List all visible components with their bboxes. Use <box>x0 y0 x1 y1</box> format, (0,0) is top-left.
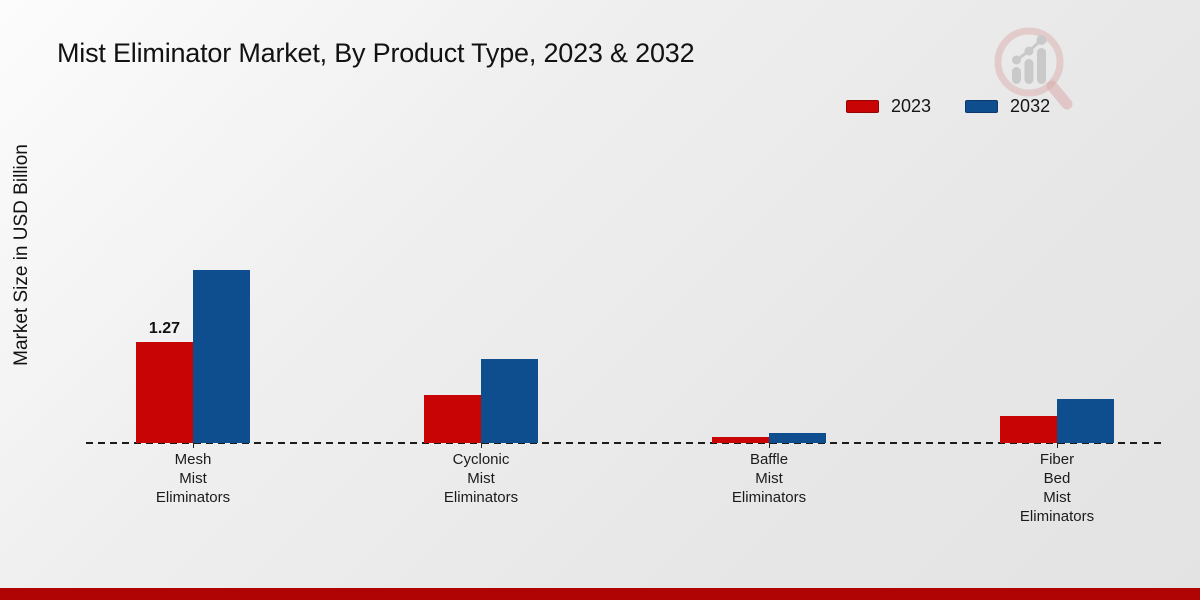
category-label-1: Cyclonic Mist Eliminators <box>443 451 519 506</box>
bar-2032-category-3 <box>1057 399 1114 443</box>
bar-2032-category-1 <box>481 359 538 443</box>
category-label-0: Mesh Mist Eliminators <box>155 451 231 506</box>
legend-swatch-icon <box>846 100 879 113</box>
bar-2023-category-0 <box>136 342 193 443</box>
legend-label: 2023 <box>891 96 932 116</box>
bar-2023-category-2 <box>712 437 769 443</box>
y-axis-label: Market Size in USD Billion <box>11 144 32 366</box>
bar-2023-category-3 <box>1000 416 1057 443</box>
legend-item-2032: 2032 <box>965 96 1050 117</box>
legend: 2023 2032 <box>846 96 1050 117</box>
bar-value-label: 1.27 <box>148 320 181 337</box>
legend-label: 2032 <box>1010 96 1051 116</box>
footer-accent-bar <box>0 588 1200 600</box>
bar-2023-category-1 <box>424 395 481 443</box>
legend-swatch-icon <box>965 100 999 113</box>
category-label-3: Fiber Bed Mist Eliminators <box>1019 451 1095 525</box>
x-axis-tick <box>481 443 482 448</box>
chart-title: Mist Eliminator Market, By Product Type,… <box>57 38 695 68</box>
magnifier-bar-chart-logo-icon <box>994 27 1073 110</box>
x-axis-tick <box>193 443 194 448</box>
category-label-2: Baffle Mist Eliminators <box>731 451 807 506</box>
x-axis-tick <box>769 443 770 448</box>
bar-2032-category-0 <box>193 270 250 443</box>
x-axis-dashed-line <box>86 442 1163 444</box>
legend-item-2023: 2023 <box>846 96 931 117</box>
bar-2032-category-2 <box>769 433 826 443</box>
x-axis-tick <box>1057 443 1058 448</box>
